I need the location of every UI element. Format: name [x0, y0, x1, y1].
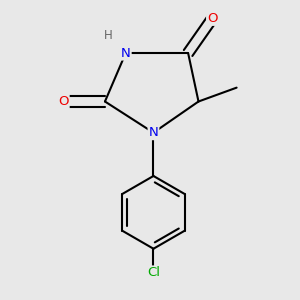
Text: O: O — [58, 95, 69, 108]
Text: N: N — [121, 46, 130, 59]
Text: O: O — [207, 12, 217, 25]
Text: Cl: Cl — [147, 266, 160, 280]
Text: H: H — [104, 29, 113, 42]
Text: N: N — [148, 126, 158, 139]
